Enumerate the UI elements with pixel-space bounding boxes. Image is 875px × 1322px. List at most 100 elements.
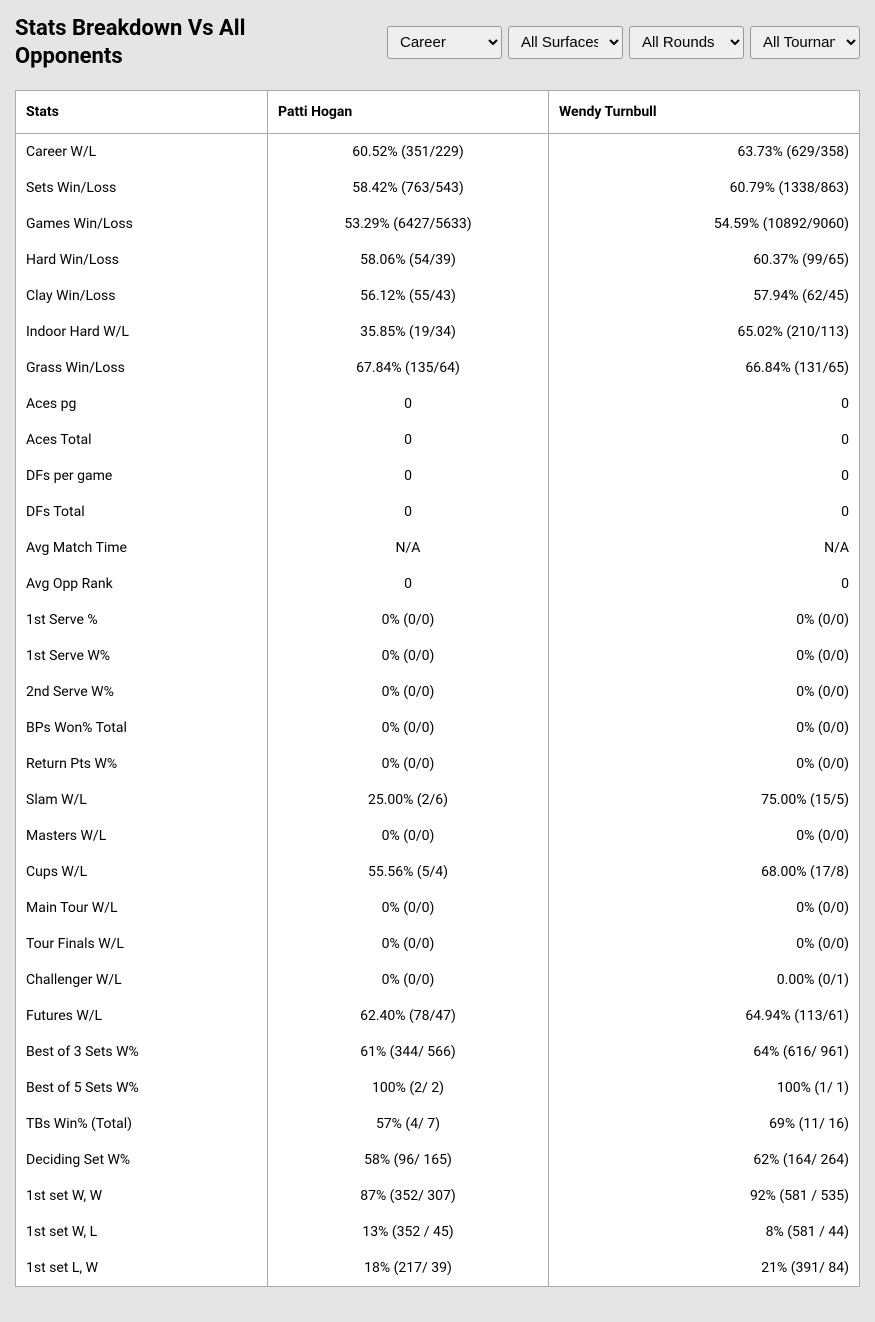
stat-value-player2: 0% (0/0) bbox=[549, 674, 860, 710]
table-row: Avg Match TimeN/AN/A bbox=[16, 530, 860, 566]
stat-label: TBs Win% (Total) bbox=[16, 1106, 268, 1142]
filter-bar: Career All Surfaces All Rounds All Tourn… bbox=[387, 26, 860, 59]
col-header-player1: Patti Hogan bbox=[268, 91, 549, 134]
stat-value-player1: 0% (0/0) bbox=[268, 890, 549, 926]
stat-value-player1: 0 bbox=[268, 386, 549, 422]
stat-value-player1: 67.84% (135/64) bbox=[268, 350, 549, 386]
stat-value-player1: 53.29% (6427/5633) bbox=[268, 206, 549, 242]
stat-value-player2: 0 bbox=[549, 566, 860, 602]
table-row: 1st Serve %0% (0/0)0% (0/0) bbox=[16, 602, 860, 638]
stat-label: Challenger W/L bbox=[16, 962, 268, 998]
table-row: Clay Win/Loss56.12% (55/43)57.94% (62/45… bbox=[16, 278, 860, 314]
stat-value-player2: 0% (0/0) bbox=[549, 926, 860, 962]
stats-table: Stats Patti Hogan Wendy Turnbull Career … bbox=[15, 90, 860, 1287]
table-row: 2nd Serve W%0% (0/0)0% (0/0) bbox=[16, 674, 860, 710]
table-row: Career W/L60.52% (351/229)63.73% (629/35… bbox=[16, 134, 860, 171]
stat-value-player2: 21% (391/ 84) bbox=[549, 1250, 860, 1287]
stat-value-player2: 0 bbox=[549, 422, 860, 458]
stat-value-player1: 0% (0/0) bbox=[268, 710, 549, 746]
table-row: Grass Win/Loss67.84% (135/64)66.84% (131… bbox=[16, 350, 860, 386]
table-row: Futures W/L62.40% (78/47)64.94% (113/61) bbox=[16, 998, 860, 1034]
stat-label: Masters W/L bbox=[16, 818, 268, 854]
stat-value-player1: 58.06% (54/39) bbox=[268, 242, 549, 278]
stat-value-player1: 62.40% (78/47) bbox=[268, 998, 549, 1034]
stat-value-player2: 62% (164/ 264) bbox=[549, 1142, 860, 1178]
stat-label: Aces Total bbox=[16, 422, 268, 458]
stat-label: Avg Match Time bbox=[16, 530, 268, 566]
stat-value-player1: 60.52% (351/229) bbox=[268, 134, 549, 171]
table-row: 1st set W, L13% (352 / 45)8% (581 / 44) bbox=[16, 1214, 860, 1250]
stat-value-player1: 58.42% (763/543) bbox=[268, 170, 549, 206]
stat-value-player1: 18% (217/ 39) bbox=[268, 1250, 549, 1287]
stat-value-player1: 35.85% (19/34) bbox=[268, 314, 549, 350]
stat-value-player2: 65.02% (210/113) bbox=[549, 314, 860, 350]
stat-label: Main Tour W/L bbox=[16, 890, 268, 926]
table-row: Best of 3 Sets W%61% (344/ 566)64% (616/… bbox=[16, 1034, 860, 1070]
stat-value-player2: 92% (581 / 535) bbox=[549, 1178, 860, 1214]
surface-filter[interactable]: All Surfaces bbox=[508, 26, 623, 59]
stat-value-player2: 63.73% (629/358) bbox=[549, 134, 860, 171]
stat-label: 1st set W, L bbox=[16, 1214, 268, 1250]
stats-table-container: Stats Patti Hogan Wendy Turnbull Career … bbox=[15, 90, 860, 1287]
stat-value-player2: 66.84% (131/65) bbox=[549, 350, 860, 386]
table-row: Main Tour W/L0% (0/0)0% (0/0) bbox=[16, 890, 860, 926]
stat-value-player1: 0 bbox=[268, 422, 549, 458]
stat-value-player2: 54.59% (10892/9060) bbox=[549, 206, 860, 242]
stat-value-player1: 0 bbox=[268, 458, 549, 494]
stat-label: Aces pg bbox=[16, 386, 268, 422]
tournaments-filter[interactable]: All Tournaments bbox=[750, 26, 860, 59]
stat-value-player1: 0 bbox=[268, 494, 549, 530]
stat-label: Cups W/L bbox=[16, 854, 268, 890]
stat-value-player2: 57.94% (62/45) bbox=[549, 278, 860, 314]
table-row: TBs Win% (Total)57% (4/ 7)69% (11/ 16) bbox=[16, 1106, 860, 1142]
table-row: Return Pts W%0% (0/0)0% (0/0) bbox=[16, 746, 860, 782]
stat-label: Indoor Hard W/L bbox=[16, 314, 268, 350]
stat-value-player2: 75.00% (15/5) bbox=[549, 782, 860, 818]
stat-value-player1: 0 bbox=[268, 566, 549, 602]
stat-value-player2: 0% (0/0) bbox=[549, 710, 860, 746]
stat-label: Sets Win/Loss bbox=[16, 170, 268, 206]
stat-label: 1st set L, W bbox=[16, 1250, 268, 1287]
stat-value-player2: 0% (0/0) bbox=[549, 638, 860, 674]
col-header-stats: Stats bbox=[16, 91, 268, 134]
table-row: Cups W/L55.56% (5/4)68.00% (17/8) bbox=[16, 854, 860, 890]
stat-value-player2: 0% (0/0) bbox=[549, 746, 860, 782]
table-row: Tour Finals W/L0% (0/0)0% (0/0) bbox=[16, 926, 860, 962]
table-row: Avg Opp Rank00 bbox=[16, 566, 860, 602]
table-row: Masters W/L0% (0/0)0% (0/0) bbox=[16, 818, 860, 854]
stat-label: 1st Serve % bbox=[16, 602, 268, 638]
stat-value-player2: 69% (11/ 16) bbox=[549, 1106, 860, 1142]
stat-label: Return Pts W% bbox=[16, 746, 268, 782]
stat-value-player2: 0 bbox=[549, 458, 860, 494]
stat-label: Futures W/L bbox=[16, 998, 268, 1034]
stat-label: Deciding Set W% bbox=[16, 1142, 268, 1178]
table-row: Games Win/Loss53.29% (6427/5633)54.59% (… bbox=[16, 206, 860, 242]
table-row: Aces Total00 bbox=[16, 422, 860, 458]
stat-label: DFs Total bbox=[16, 494, 268, 530]
stat-label: Best of 5 Sets W% bbox=[16, 1070, 268, 1106]
stat-value-player2: 8% (581 / 44) bbox=[549, 1214, 860, 1250]
stat-value-player2: 64.94% (113/61) bbox=[549, 998, 860, 1034]
table-row: Best of 5 Sets W%100% (2/ 2)100% (1/ 1) bbox=[16, 1070, 860, 1106]
stat-value-player2: 64% (616/ 961) bbox=[549, 1034, 860, 1070]
stat-value-player1: N/A bbox=[268, 530, 549, 566]
table-row: Sets Win/Loss58.42% (763/543)60.79% (133… bbox=[16, 170, 860, 206]
table-row: DFs per game00 bbox=[16, 458, 860, 494]
stat-label: DFs per game bbox=[16, 458, 268, 494]
table-row: Slam W/L25.00% (2/6)75.00% (15/5) bbox=[16, 782, 860, 818]
table-row: Indoor Hard W/L35.85% (19/34)65.02% (210… bbox=[16, 314, 860, 350]
career-filter[interactable]: Career bbox=[387, 26, 502, 59]
stat-label: BPs Won% Total bbox=[16, 710, 268, 746]
rounds-filter[interactable]: All Rounds bbox=[629, 26, 744, 59]
stat-value-player2: 60.37% (99/65) bbox=[549, 242, 860, 278]
stat-value-player1: 56.12% (55/43) bbox=[268, 278, 549, 314]
stat-value-player1: 57% (4/ 7) bbox=[268, 1106, 549, 1142]
stat-value-player2: 0% (0/0) bbox=[549, 602, 860, 638]
stat-value-player1: 0% (0/0) bbox=[268, 674, 549, 710]
stat-value-player2: 0 bbox=[549, 386, 860, 422]
stat-value-player2: 100% (1/ 1) bbox=[549, 1070, 860, 1106]
page-title: Stats Breakdown Vs All Opponents bbox=[15, 15, 325, 70]
table-row: Challenger W/L0% (0/0)0.00% (0/1) bbox=[16, 962, 860, 998]
stat-label: 1st Serve W% bbox=[16, 638, 268, 674]
table-row: Deciding Set W%58% (96/ 165)62% (164/ 26… bbox=[16, 1142, 860, 1178]
